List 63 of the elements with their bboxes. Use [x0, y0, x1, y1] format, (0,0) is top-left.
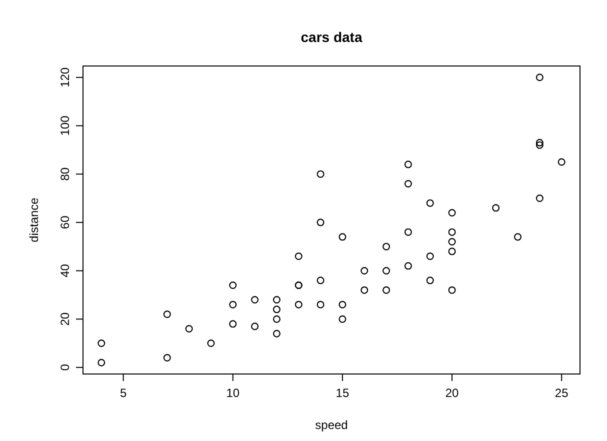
point: [98, 340, 106, 347]
point: [426, 252, 434, 260]
point: [426, 199, 434, 207]
point: [404, 228, 412, 236]
point: [272, 296, 280, 304]
y-tick-label: 60: [58, 215, 72, 230]
point: [404, 160, 412, 168]
point: [382, 286, 390, 294]
x-tick-label: 15: [336, 386, 350, 400]
x-axis-title: speed: [315, 418, 348, 432]
x-tick-label: 10: [226, 386, 240, 400]
point: [316, 300, 324, 308]
point: [536, 74, 544, 82]
point: [272, 315, 280, 323]
y-tick-label: 40: [58, 264, 72, 278]
point: [360, 286, 368, 294]
point: [382, 242, 390, 250]
y-tick-label: 20: [58, 312, 72, 326]
point: [448, 228, 456, 236]
y-axis-title: distance: [27, 197, 41, 242]
point: [229, 300, 237, 308]
point: [229, 282, 237, 289]
point: [294, 252, 302, 260]
point: [558, 158, 566, 166]
point: [316, 276, 324, 284]
point: [251, 296, 259, 304]
y-tick-label: 100: [58, 115, 72, 136]
y-tick-label: 80: [58, 167, 72, 181]
point: [229, 320, 237, 328]
x-tick-label: 25: [554, 386, 569, 400]
point: [536, 138, 544, 146]
point: [294, 300, 302, 308]
x-tick-label: 20: [445, 386, 460, 400]
point: [426, 276, 434, 284]
point: [251, 322, 259, 330]
point: [360, 267, 368, 274]
point: [163, 310, 171, 318]
point: [514, 233, 522, 241]
point: [272, 306, 280, 314]
point: [338, 233, 346, 241]
point: [316, 170, 324, 178]
point: [536, 194, 544, 202]
point: [448, 286, 456, 294]
point: [404, 262, 412, 270]
chart-title: cars data: [300, 29, 362, 45]
y-tick-label: 120: [58, 67, 72, 88]
point: [272, 330, 280, 338]
point: [404, 180, 412, 188]
x-tick-label: 5: [120, 386, 127, 400]
point: [185, 325, 193, 332]
point: [448, 238, 456, 246]
point: [448, 248, 456, 256]
point: [316, 218, 324, 226]
point: [448, 209, 456, 216]
point: [207, 340, 215, 347]
point: [382, 267, 390, 274]
y-tick-label: 0: [58, 364, 72, 371]
point: [338, 300, 346, 308]
point: [98, 358, 106, 366]
point: [338, 315, 346, 323]
point: [536, 141, 544, 149]
point: [163, 354, 171, 362]
point: [492, 204, 500, 212]
